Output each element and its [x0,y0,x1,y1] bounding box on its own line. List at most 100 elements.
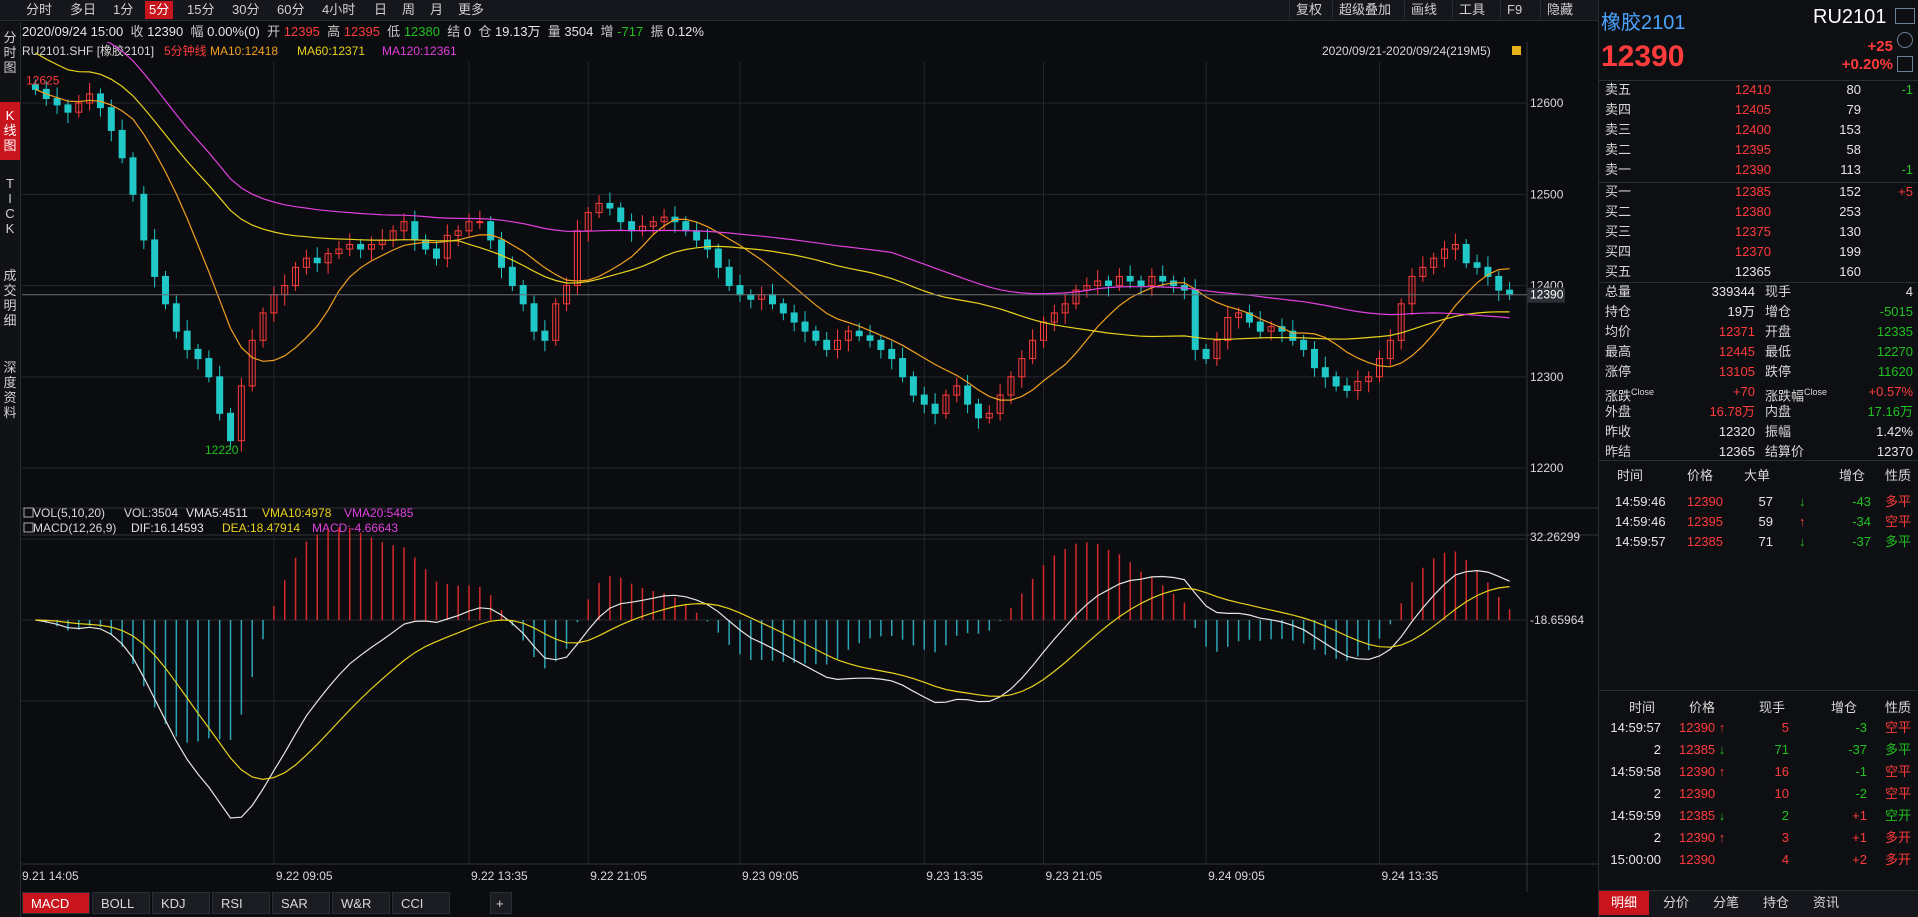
candle [714,243,722,279]
candle [443,224,451,268]
draw-line-button[interactable]: 画线 [1404,1,1443,19]
candle [541,320,549,352]
oi-label: 仓 [478,24,492,39]
time-tick-label: 9.23 13:35 [926,869,983,883]
vma20-value: VMA20:5485 [344,506,414,520]
low-annotation: 12220 [205,443,239,457]
tick-row: 2 12390 10 -2 空平 [1653,786,1912,801]
stat-row: 持仓 19万 增仓 -5015 [1605,304,1913,319]
tab-4hour[interactable]: 4小时 [322,2,356,17]
ind-tab-wr[interactable]: W&R [332,892,390,914]
hide-button[interactable]: 隐藏 [1540,1,1598,19]
oi-value: 19.13万 [494,24,541,39]
candle [617,202,625,231]
rtab-positions[interactable]: 持仓 [1762,895,1789,910]
candle [909,371,917,403]
stat-row: 涨停 13105 跌停 11620 [1605,364,1913,379]
kline-chart-area[interactable]: RU2101.SHF [橡胶2101] 5分钟线 MA10:12418 MA60… [22,42,1598,907]
time-tick-label: 9.22 09:05 [276,869,333,883]
candle [151,228,159,288]
vol-value: 3504 [564,24,594,39]
ind-tab-sar[interactable]: SAR [272,892,330,914]
rtab-trades[interactable]: 分笔 [1712,895,1739,910]
candle [1007,371,1015,405]
tab-week[interactable]: 周 [402,2,416,17]
price-tick-label: 12200 [1530,461,1564,475]
overlay-button[interactable]: 超级叠加 [1332,1,1397,19]
rtab-price-split[interactable]: 分价 [1662,895,1689,910]
rtab-detail[interactable]: 明细 [1599,891,1649,915]
ma120-line [106,42,1510,319]
candle [823,332,831,357]
time-tick-label: 9.23 21:05 [1045,869,1102,883]
candle [964,374,972,414]
tab-multiday[interactable]: 多日 [70,2,97,17]
ind-tab-macd[interactable]: MACD [22,892,90,914]
f9-button[interactable]: F9 [1500,1,1528,19]
tab-30min[interactable]: 30分 [232,2,260,17]
candle [259,307,267,348]
tab-more[interactable]: 更多 [458,2,485,17]
tick-row: 2 12385 ↓ 71 -37 多平 [1653,742,1912,757]
vtab-depth[interactable]: 深度资料 [0,358,20,446]
ask-row: 卖二 12395 58 [1605,142,1861,157]
ind-tab-boll[interactable]: BOLL [92,892,150,914]
ma60-label: MA60:12371 [297,44,365,58]
candle [248,329,256,392]
macd-tick-bottom: -18.65964 [1530,613,1584,627]
candle [389,225,397,248]
tab-15min[interactable]: 15分 [187,2,215,17]
candle [1397,298,1405,350]
candle [942,389,950,419]
tab-timeshare[interactable]: 分时 [26,2,53,17]
price-change: +25 [1867,38,1893,55]
add-indicator-button[interactable]: + [490,892,512,914]
time-tick-label: 9.23 09:05 [742,869,799,883]
adjust-button[interactable]: 复权 [1289,1,1328,19]
ind-tab-rsi[interactable]: RSI [212,892,270,914]
macd-histogram [45,527,1511,743]
tab-60min[interactable]: 60分 [277,2,305,17]
candle [129,152,137,202]
tab-5min[interactable]: 5分 [145,1,174,19]
candle [758,286,766,311]
candle [1495,270,1503,302]
ind-tab-cci[interactable]: CCI [392,892,450,914]
period-label: 5分钟线 [164,43,207,58]
rtab-news[interactable]: 资讯 [1812,895,1839,910]
period-toolbar: 分时 多日 1分 5分 15分 30分 60分 4小时 日 周 月 更多 复权 … [0,0,1598,21]
candle [888,341,896,370]
candle [140,186,148,250]
candle [1365,371,1373,393]
inc-value: -717 [617,24,644,39]
edit-icon[interactable] [1897,56,1913,72]
vtab-timeshare[interactable]: 分时图 [0,28,20,86]
ind-tab-kdj[interactable]: KDJ [152,892,210,914]
tab-1min[interactable]: 1分 [113,2,134,17]
vma10-value: VMA10:4978 [262,506,332,520]
candle [183,320,191,359]
vol-help-icon[interactable] [23,507,34,518]
candle [519,280,527,312]
candle [530,295,538,341]
lock-icon[interactable] [1512,46,1521,55]
candle [335,240,343,260]
vtab-trade-detail[interactable]: 成交明细 [0,266,20,354]
macd-help-icon[interactable] [23,522,34,533]
candle [476,210,484,229]
candle [432,240,440,266]
candle [693,222,701,248]
tab-month[interactable]: 月 [430,2,444,17]
screen-icon[interactable] [1895,8,1915,24]
last-price-tag-text: 12390 [1530,288,1564,302]
grid-lines [22,42,1598,892]
bell-icon[interactable] [1897,32,1913,48]
high-label: 高 [327,24,341,39]
time-tick-label: 9.24 13:35 [1382,869,1439,883]
tab-day[interactable]: 日 [374,2,388,17]
tools-button[interactable]: 工具 [1452,1,1491,19]
tick-row: 15:00:00 12390 4 +2 多开 [1610,852,1912,867]
right-bottom-tabs: 明细 分价 分笔 持仓 资讯 [1599,890,1918,917]
